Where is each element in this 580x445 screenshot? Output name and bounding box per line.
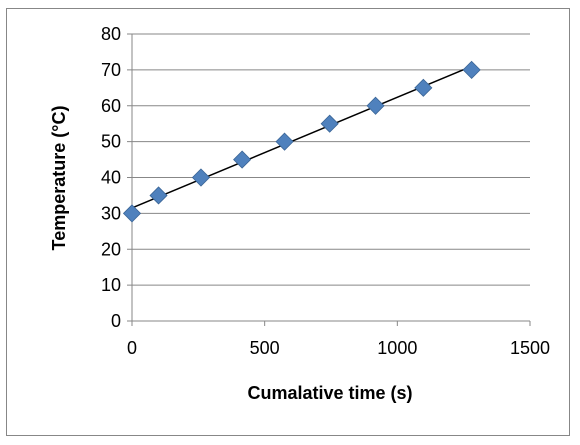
y-tick-label-60: 60 — [101, 96, 121, 116]
data-point-1 — [149, 186, 168, 205]
y-tick-label-0: 0 — [111, 311, 121, 331]
data-point-7 — [414, 78, 433, 97]
y-tick-label-30: 30 — [101, 203, 121, 223]
y-axis-title: Temperature (°C) — [49, 106, 69, 251]
x-tick-label-0: 0 — [127, 338, 137, 358]
linear-trendline — [131, 65, 472, 209]
data-point-3 — [233, 150, 252, 169]
data-points — [122, 60, 481, 223]
data-point-8 — [462, 60, 481, 79]
y-tick-label-10: 10 — [101, 275, 121, 295]
x-axis-title: Cumalative time (s) — [247, 383, 412, 403]
y-tick-label-80: 80 — [101, 24, 121, 44]
data-point-0 — [122, 204, 142, 223]
tick-labels: 0 10 20 30 40 50 60 70 80 0 500 1000 1500 — [101, 24, 550, 358]
x-tick-label-1000: 1000 — [377, 338, 417, 358]
trendline-layer — [131, 65, 472, 209]
y-tick-label-70: 70 — [101, 60, 121, 80]
x-tick-label-1500: 1500 — [510, 338, 550, 358]
x-tick-label-500: 500 — [250, 338, 280, 358]
data-point-6 — [366, 96, 385, 115]
y-tick-label-20: 20 — [101, 239, 121, 259]
y-tick-label-40: 40 — [101, 168, 121, 188]
y-tick-label-50: 50 — [101, 132, 121, 152]
chart-frame — [6, 8, 570, 436]
axes — [127, 33, 531, 326]
data-point-4 — [275, 132, 294, 151]
data-point-2 — [191, 168, 211, 187]
data-point-5 — [320, 114, 339, 133]
